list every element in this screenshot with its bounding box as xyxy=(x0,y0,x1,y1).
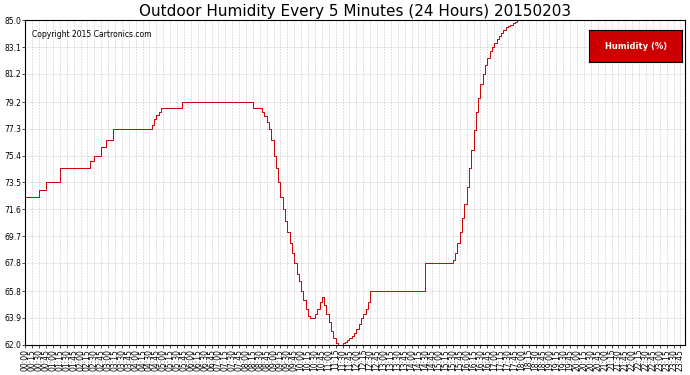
Text: Copyright 2015 Cartronics.com: Copyright 2015 Cartronics.com xyxy=(32,30,151,39)
Title: Outdoor Humidity Every 5 Minutes (24 Hours) 20150203: Outdoor Humidity Every 5 Minutes (24 Hou… xyxy=(139,4,571,19)
